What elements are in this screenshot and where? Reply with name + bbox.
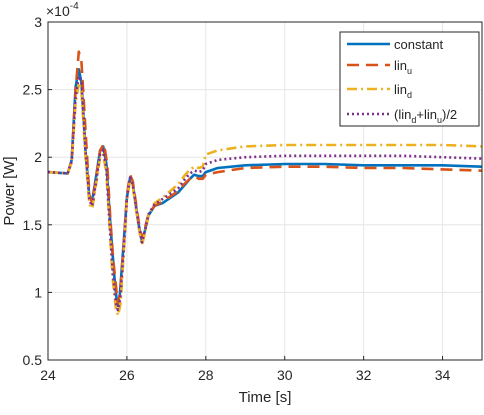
series-line-4 bbox=[47, 74, 483, 312]
legend-label: lind bbox=[394, 82, 412, 100]
y-tick-label: 3 bbox=[34, 14, 42, 30]
legend-box bbox=[339, 31, 480, 127]
y-tick-label: 2 bbox=[34, 149, 42, 165]
x-tick-label: 32 bbox=[356, 367, 372, 383]
x-tick-label: 28 bbox=[198, 367, 214, 383]
x-tick-label: 26 bbox=[119, 367, 135, 383]
y-tick-label: 1.5 bbox=[23, 217, 43, 233]
plot-frame bbox=[47, 21, 483, 361]
x-tick-label: 34 bbox=[435, 367, 451, 383]
y-tick-label: 1 bbox=[34, 284, 42, 300]
x-tick-label: 30 bbox=[277, 367, 293, 383]
legend-label: constant bbox=[394, 37, 444, 52]
ticks: 24 26 28 30 32 34 0.5 1 1.5 2 2.5 3 bbox=[23, 14, 451, 383]
y-axis-label: Power [W] bbox=[1, 156, 18, 225]
legend-label: (lind+linu)/2 bbox=[394, 107, 457, 125]
y-tick-label: 2.5 bbox=[23, 82, 43, 98]
axes bbox=[47, 21, 483, 361]
x-axis-label: Time [s] bbox=[239, 389, 292, 406]
series-lines bbox=[47, 50, 483, 317]
x-tick-label: 24 bbox=[40, 367, 56, 383]
y-tick-label: 0.5 bbox=[23, 352, 43, 368]
legend-label: linu bbox=[394, 58, 412, 76]
y-exponent-label: ×10-4 bbox=[46, 1, 79, 19]
legend: constant linu lind (lind+linu)/2 bbox=[339, 31, 480, 127]
